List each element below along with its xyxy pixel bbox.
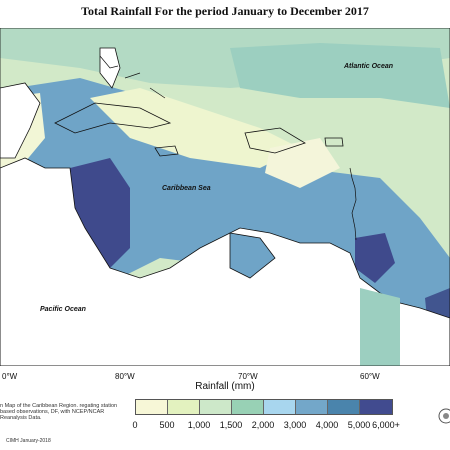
cuba-outline [54,102,172,134]
legend-swatch [360,400,392,414]
legend-swatch [328,400,360,414]
legend-swatch [296,400,328,414]
rainfall-dry-antilles [90,88,300,168]
legend-tick: 3,000 [283,420,307,430]
longitude-label-1: 80°W [115,372,135,381]
yucatan-outline [0,82,41,159]
bahamas-outline [99,55,166,99]
lesser-antilles-outline [349,167,357,241]
legend-tick: 0 [132,420,138,430]
legend-tick: 6,000+ [372,420,400,430]
longitude-label-0: 0°W [2,372,18,381]
rainfall-map-svg [0,28,450,366]
rainfall-map: Atlantic Ocean Caribbean Sea Pacific Oce… [0,28,450,366]
legend-title: Rainfall (mm) [195,381,255,392]
credit-text: CIMH January-2018 [6,438,51,444]
hispaniola-outline [244,127,306,154]
longitude-label-3: 60°W [360,372,380,381]
rainfall-atlantic-band [230,43,450,108]
legend-tick: 4,000 [315,420,339,430]
legend-tick: 1,500 [219,420,243,430]
rainfall-orinoco [360,288,400,366]
legend-tick: 500 [159,420,175,430]
caribbean-sea-label: Caribbean Sea [162,185,211,192]
legend-swatch [232,400,264,414]
rainfall-max-east [355,233,395,283]
mainland-landmass [0,157,450,366]
source-note: n Map of the Caribbean Region. regating … [0,403,118,422]
lake-maracaibo [229,232,276,279]
cimh-logo-icon [438,408,450,424]
atlantic-ocean-label: Atlantic Ocean [344,63,394,70]
legend-tick: 2,000 [251,420,275,430]
pacific-ocean-label: Pacific Ocean [40,306,86,313]
legend-tick: 1,000 [187,420,211,430]
legend-bar [135,399,393,415]
longitude-label-2: 70°W [238,372,258,381]
puerto-rico-outline [324,137,344,147]
legend-swatch [168,400,200,414]
legend-swatch [136,400,168,414]
legend-swatch [264,400,296,414]
jamaica-outline [154,145,179,157]
legend-tick: 5,000 [347,420,371,430]
legend-swatch [200,400,232,414]
map-title: Total Rainfall For the period January to… [81,4,369,18]
